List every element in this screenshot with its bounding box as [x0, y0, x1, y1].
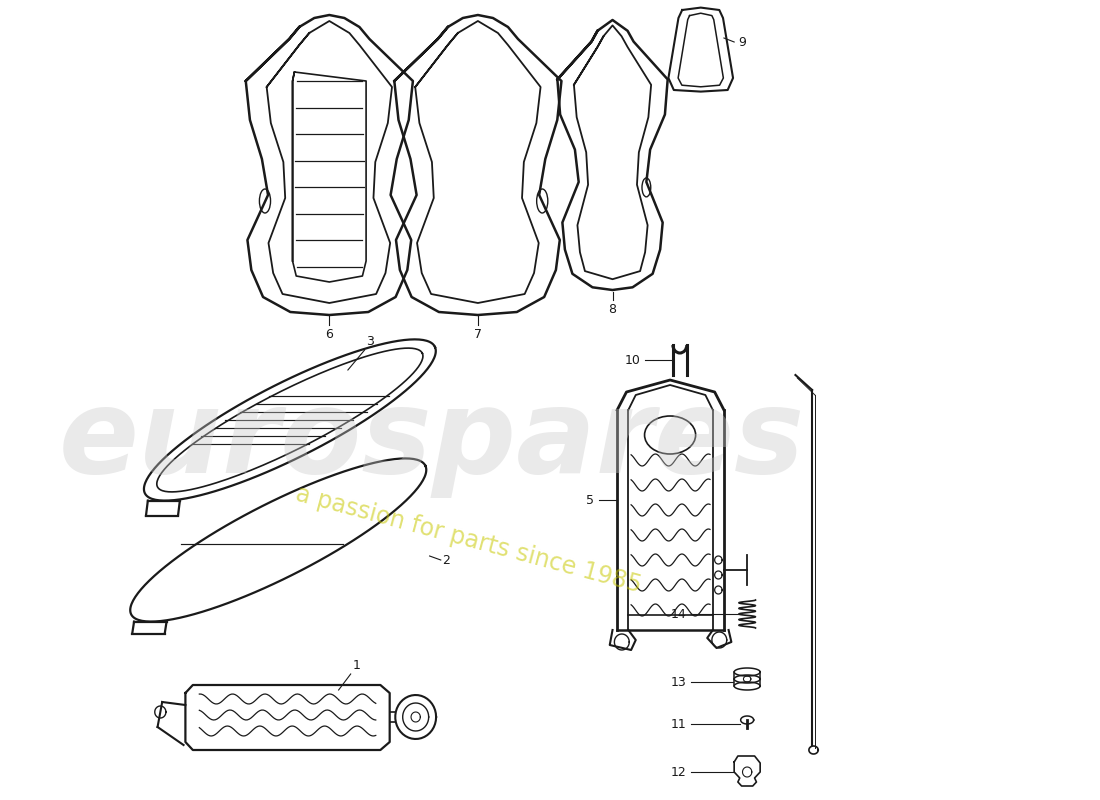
Text: 14: 14 [671, 607, 686, 621]
Text: 13: 13 [671, 675, 686, 689]
Text: 1: 1 [352, 659, 361, 672]
Text: 2: 2 [442, 554, 451, 566]
Text: eurospares: eurospares [58, 382, 804, 498]
Text: 3: 3 [366, 335, 374, 348]
Text: 5: 5 [586, 494, 594, 506]
Text: 12: 12 [671, 766, 686, 778]
Text: 11: 11 [671, 718, 686, 730]
Text: 8: 8 [608, 303, 616, 316]
Text: a passion for parts since 1985: a passion for parts since 1985 [293, 482, 645, 598]
Text: 9: 9 [738, 35, 746, 49]
Text: 7: 7 [474, 328, 482, 341]
Text: 6: 6 [326, 328, 333, 341]
Text: 10: 10 [625, 354, 640, 366]
